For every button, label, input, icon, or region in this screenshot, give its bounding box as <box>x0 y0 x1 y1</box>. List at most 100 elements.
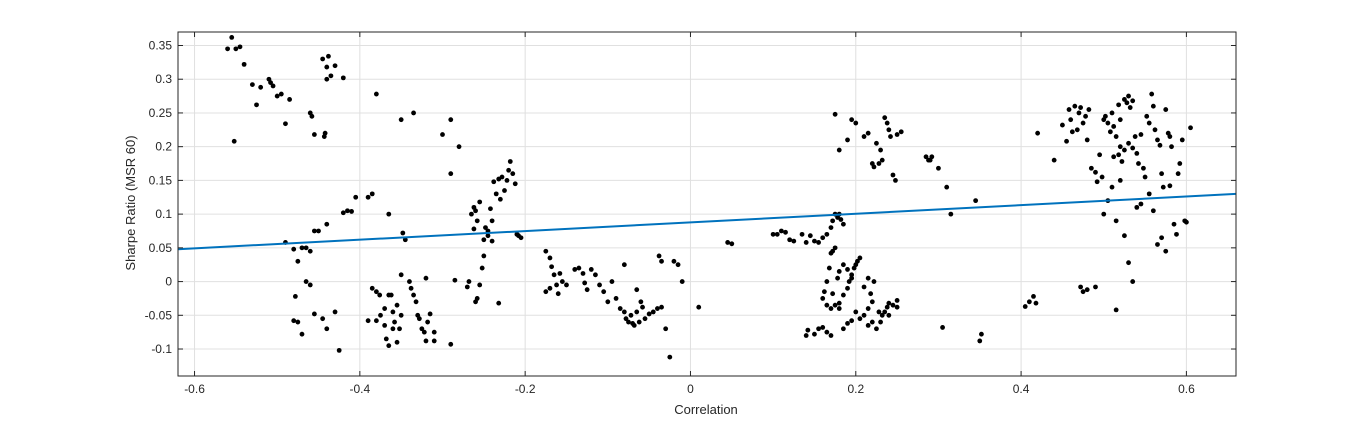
data-point <box>659 304 664 310</box>
data-point <box>876 161 882 166</box>
data-point <box>597 282 602 288</box>
data-point <box>1074 127 1080 133</box>
data-point <box>1051 157 1057 163</box>
data-point <box>320 316 326 322</box>
data-point <box>477 199 483 205</box>
data-point <box>518 235 524 241</box>
data-points <box>225 34 1193 360</box>
data-point <box>324 326 330 332</box>
data-point <box>383 336 389 342</box>
data-point <box>830 291 836 297</box>
data-point <box>791 238 797 244</box>
x-tick-label: -0.6 <box>184 382 205 396</box>
data-point <box>613 296 619 301</box>
data-point <box>483 225 488 231</box>
data-point <box>1149 91 1155 97</box>
data-point <box>778 228 784 234</box>
data-point <box>320 56 326 62</box>
data-point <box>386 292 392 298</box>
data-point <box>828 306 834 311</box>
data-point <box>659 258 664 264</box>
data-point <box>1066 107 1072 112</box>
data-point <box>322 130 328 136</box>
data-point <box>543 248 549 254</box>
data-point <box>890 172 896 178</box>
data-point <box>307 282 313 288</box>
data-point <box>1152 127 1158 133</box>
data-point <box>1136 161 1141 166</box>
data-point <box>601 289 607 295</box>
data-point <box>944 184 950 190</box>
data-point <box>291 318 297 324</box>
data-point <box>1134 151 1140 156</box>
data-point <box>1088 165 1094 171</box>
data-point <box>386 343 392 349</box>
data-point <box>557 271 563 276</box>
data-point <box>869 319 875 325</box>
data-point <box>894 298 900 303</box>
data-point <box>1138 132 1144 137</box>
data-point <box>1130 279 1136 284</box>
y-axis-label: Sharpe Ratio (MSR 60) <box>123 135 138 270</box>
data-point <box>369 191 375 197</box>
data-point <box>1124 100 1130 106</box>
data-point <box>640 304 645 310</box>
data-point <box>1119 159 1125 164</box>
data-point <box>634 309 640 315</box>
data-point <box>1035 130 1041 136</box>
data-point <box>397 326 402 332</box>
data-point <box>382 323 388 328</box>
data-point <box>474 218 480 224</box>
data-point <box>1107 129 1113 135</box>
data-point <box>1109 110 1115 116</box>
data-point <box>1111 154 1117 160</box>
y-tick-label: 0.1 <box>155 207 172 221</box>
data-point <box>890 302 896 308</box>
data-point <box>884 304 890 310</box>
data-point <box>816 240 821 245</box>
data-point <box>466 279 472 284</box>
data-point <box>413 299 419 305</box>
data-point <box>605 299 611 305</box>
data-point <box>1122 147 1127 153</box>
data-point <box>353 194 359 200</box>
data-point <box>849 117 855 123</box>
data-point <box>1117 144 1123 150</box>
data-point <box>1127 105 1133 110</box>
data-point <box>448 341 454 347</box>
data-point <box>497 196 503 202</box>
data-point <box>878 319 883 325</box>
data-point <box>464 284 470 290</box>
data-point <box>894 304 900 310</box>
data-point <box>489 238 495 244</box>
data-point <box>1097 152 1103 158</box>
data-point <box>1080 120 1086 126</box>
data-point <box>390 326 396 332</box>
data-point <box>365 194 371 200</box>
data-point <box>1184 219 1189 225</box>
data-point <box>373 289 379 295</box>
data-point <box>543 289 549 295</box>
data-point <box>488 206 493 212</box>
x-tick-label: 0.2 <box>847 382 864 396</box>
data-point <box>549 264 555 270</box>
data-point <box>340 210 346 216</box>
data-point <box>572 267 578 272</box>
data-point <box>324 64 330 70</box>
data-point <box>1146 191 1152 197</box>
data-point <box>408 285 414 291</box>
data-point <box>1157 142 1163 148</box>
data-point <box>489 218 495 224</box>
data-point <box>1078 105 1084 110</box>
data-point <box>471 226 477 232</box>
data-point <box>398 312 404 318</box>
data-point <box>874 140 879 146</box>
data-point <box>452 277 458 283</box>
data-point <box>378 312 383 318</box>
y-tick-label: 0.05 <box>149 241 173 255</box>
data-point <box>923 154 929 160</box>
data-point <box>646 311 652 317</box>
data-point <box>725 240 731 245</box>
data-point <box>340 75 346 81</box>
data-point <box>559 279 565 284</box>
